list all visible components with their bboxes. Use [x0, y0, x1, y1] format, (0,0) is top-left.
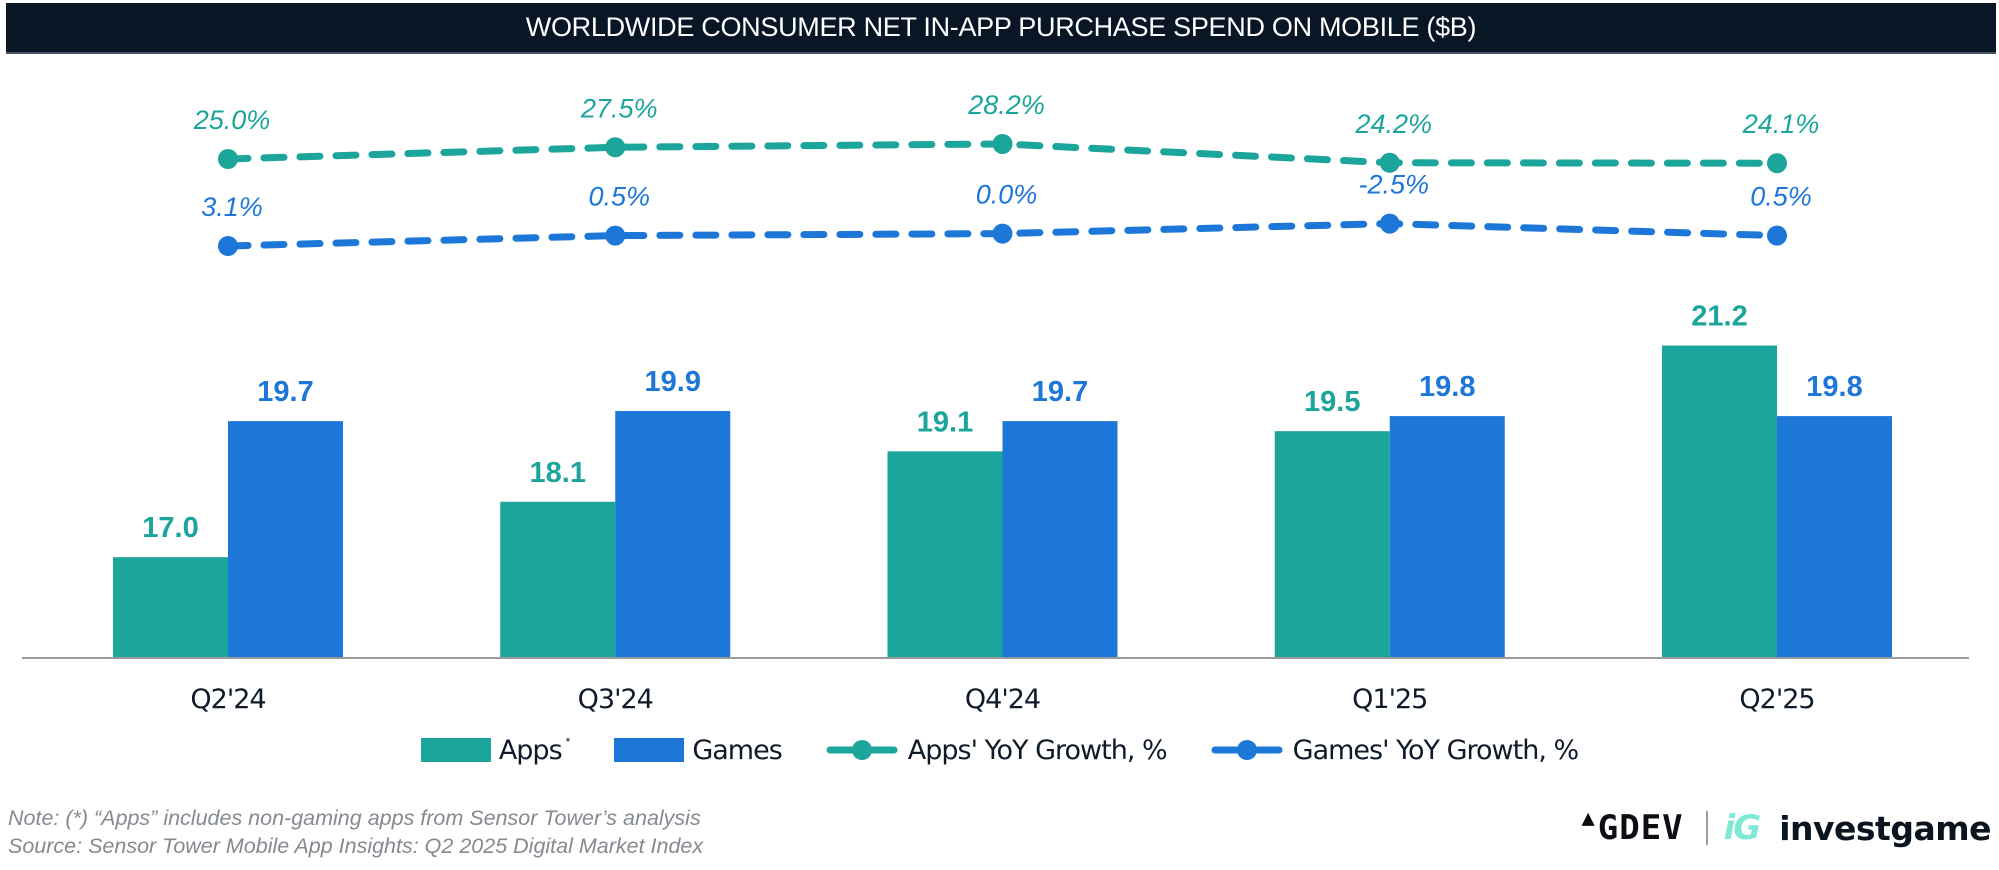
point-label-apps-yoy-growth: 24.1% [1742, 109, 1820, 139]
point-games-yoy-growth [992, 223, 1013, 244]
point-apps-yoy-growth [1767, 153, 1787, 174]
legend-footnote-mark: * [565, 735, 571, 749]
bar-value-label-games: 19.8 [1419, 371, 1475, 403]
legend-swatch-games [614, 738, 685, 762]
x-tick-label: Q3'24 [578, 684, 653, 715]
bar-value-label-games: 19.9 [645, 366, 701, 398]
legend-label-games: Games [692, 734, 782, 766]
legend-swatch-apps [420, 738, 491, 762]
legend-label-games-growth: Games' YoY Growth, % [1292, 734, 1580, 766]
point-label-games-yoy-growth: 3.1% [201, 192, 263, 222]
point-apps-yoy-growth [218, 149, 238, 169]
point-apps-yoy-growth [992, 133, 1013, 154]
investgame-logo-text: investgame [1779, 808, 1991, 848]
bar-apps [887, 451, 1003, 658]
point-games-yoy-growth [1379, 213, 1400, 234]
point-label-apps-yoy-growth: 24.2% [1354, 109, 1432, 139]
point-label-apps-yoy-growth: 27.5% [580, 93, 658, 123]
bar-games [1002, 421, 1118, 658]
legend-line-marker-games-growth-icon [1211, 740, 1283, 760]
point-apps-yoy-growth [1379, 152, 1400, 173]
bar-apps [500, 501, 616, 658]
bar-games [1777, 416, 1892, 658]
point-label-apps-yoy-growth: 28.2% [967, 90, 1045, 120]
point-games-yoy-growth [218, 236, 238, 256]
legend-label-apps: Apps [498, 734, 563, 766]
legend: Apps * Games Apps' YoY Growth, % Games' … [0, 728, 1999, 772]
bar-games [228, 421, 343, 658]
bar-value-label-apps: 17.0 [142, 512, 198, 544]
legend-item-apps: Apps * [420, 734, 571, 766]
chart-title-bar: WORLDWIDE CONSUMER NET IN-APP PURCHASE S… [6, 3, 1996, 54]
point-label-apps-yoy-growth: 25.0% [193, 105, 271, 135]
logo-divider [1705, 811, 1708, 845]
bar-value-label-apps: 19.5 [1304, 386, 1360, 418]
gdev-caret-icon: ▲ [1581, 806, 1596, 831]
chart-area: 17.0 19.7 18.1 19.9 19.1 19.7 19.5 19.8 21.2 19.8… [22, 90, 1969, 715]
bar-games [615, 411, 731, 658]
brand-logos: ▲ GDEV iG investgame [1581, 806, 1992, 850]
bars-layer: 17.0 19.7 18.1 19.9 19.1 19.7 19.5 19.8 21.2 19.8 [113, 301, 1892, 658]
bar-value-label-games: 19.7 [1032, 376, 1088, 408]
point-games-yoy-growth [1767, 225, 1787, 246]
point-apps-yoy-growth [605, 137, 626, 158]
gdev-logo: ▲ GDEV [1581, 806, 1684, 848]
investgame-mark-icon: iG [1723, 808, 1762, 848]
x-tick-label: Q2'24 [190, 684, 265, 715]
legend-line-marker-apps-growth-icon [826, 740, 898, 760]
x-tick-label: Q2'25 [1739, 684, 1814, 715]
gdev-logo-text: GDEV [1597, 808, 1684, 848]
bar-value-label-apps: 18.1 [530, 457, 586, 489]
bar-value-label-apps: 19.1 [917, 406, 973, 438]
bar-value-label-apps: 21.2 [1691, 301, 1747, 333]
legend-item-apps-growth: Apps' YoY Growth, % [826, 734, 1168, 766]
growth-lines-layer: 25.0% 27.5% 28.2% 24.2% 24.1% 3.1% 0.5% 0.0% -2.… [193, 90, 1820, 256]
bar-games [1389, 416, 1505, 658]
bar-apps [1274, 431, 1390, 658]
footnote-text: Note: (*) “Apps” includes non-gaming app… [8, 806, 701, 830]
source-text: Source: Sensor Tower Mobile App Insights… [8, 834, 704, 858]
point-label-games-yoy-growth: 0.5% [1750, 182, 1812, 212]
point-label-games-yoy-growth: -2.5% [1358, 170, 1429, 200]
x-tick-label: Q4'24 [965, 684, 1040, 715]
x-tick-label: Q1'25 [1352, 684, 1427, 715]
point-label-games-yoy-growth: 0.0% [976, 180, 1038, 210]
x-tick-labels: Q2'24 Q3'24 Q4'24 Q1'25 Q2'25 [190, 684, 1815, 715]
legend-item-games-growth: Games' YoY Growth, % [1211, 735, 1579, 766]
point-label-games-yoy-growth: 0.5% [588, 182, 650, 212]
legend-label-apps-growth: Apps' YoY Growth, % [907, 734, 1168, 766]
legend-item-games: Games [614, 734, 783, 766]
footer-notes: Note: (*) “Apps” includes non-gaming app… [8, 804, 703, 860]
bar-apps [113, 557, 228, 658]
chart-title: WORLDWIDE CONSUMER NET IN-APP PURCHASE S… [525, 12, 1477, 42]
bar-value-label-games: 19.8 [1806, 371, 1862, 403]
bar-value-label-games: 19.7 [257, 376, 313, 408]
point-games-yoy-growth [605, 225, 626, 246]
bar-apps [1662, 345, 1777, 658]
